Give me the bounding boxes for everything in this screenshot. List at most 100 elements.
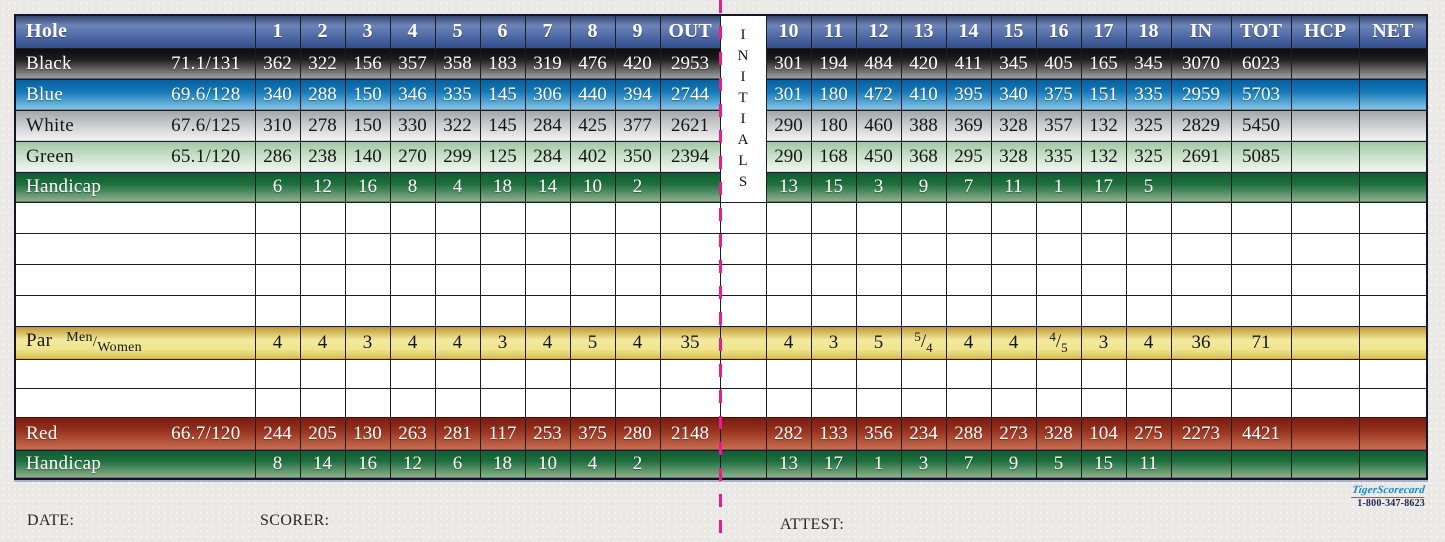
- attest-label: ATTEST:: [780, 516, 845, 533]
- blank-4-hole-9: [614, 294, 661, 327]
- handicap-mens-hole-7: 14: [524, 171, 571, 203]
- white-hole-13: 388: [900, 109, 947, 142]
- hole-header-9: 9: [614, 14, 661, 49]
- handicap-womens-hole-6: 18: [479, 449, 526, 480]
- blank-4-hole-5: [434, 294, 481, 327]
- row-par: Par Men/Women 4 4 3 4 4 3 4 5 4 35 4 3 5 5/4 4 4 4/5 3 4 36 71: [14, 325, 1428, 360]
- blank-4-hole-1: [254, 294, 301, 327]
- black-hole-6: 183: [479, 47, 526, 80]
- black-tot: 6023: [1230, 47, 1292, 80]
- green-hole-18: 325: [1125, 140, 1172, 173]
- black-hole-9: 420: [614, 47, 661, 80]
- blank-4-tot: [1230, 294, 1292, 327]
- par-hole-13: 5/4: [900, 325, 947, 360]
- blank-3-out: [659, 263, 721, 296]
- blue-net: [1358, 78, 1428, 111]
- black-hole-10: 301: [765, 47, 812, 80]
- blank-5-net: [1358, 358, 1428, 389]
- red-hole-16: 328: [1035, 416, 1082, 451]
- black-hole-5: 358: [434, 47, 481, 80]
- blank-6-hole-7: [524, 387, 571, 418]
- blue-hole-6: 145: [479, 78, 526, 111]
- blank-2-hole-3: [344, 232, 391, 265]
- handicap-mens-hole-13: 9: [900, 171, 947, 203]
- blue-out: 2744: [659, 78, 721, 111]
- blue-hole-12: 472: [855, 78, 902, 111]
- handicap-womens-hole-16: 5: [1035, 449, 1082, 480]
- blue-hole-13: 410: [900, 78, 947, 111]
- hole-header-label: Hole: [14, 14, 256, 49]
- blank-3-hole-14: [945, 263, 992, 296]
- blank-5-out: [659, 358, 721, 389]
- blank-4-in: [1170, 294, 1232, 327]
- blank-2-hole-7: [524, 232, 571, 265]
- black-hole-18: 345: [1125, 47, 1172, 80]
- blank-6-hole-11: [810, 387, 857, 418]
- blank-3-label: [14, 263, 256, 296]
- handicap-mens-in: [1170, 171, 1232, 203]
- hole-header-14: 14: [945, 14, 992, 49]
- handicap-womens-hole-12: 1: [855, 449, 902, 480]
- white-tot: 5450: [1230, 109, 1292, 142]
- par-hole-10: 4: [765, 325, 812, 360]
- red-hole-9: 280: [614, 416, 661, 451]
- blank-3-hole-8: [569, 263, 616, 296]
- blank-3-tot: [1230, 263, 1292, 296]
- blank-6-hole-10: [765, 387, 812, 418]
- blank-3-hole-1: [254, 263, 301, 296]
- handicap-womens-hole-18: 11: [1125, 449, 1172, 480]
- blank-3-hole-12: [855, 263, 902, 296]
- par-hole-18: 4: [1125, 325, 1172, 360]
- black-hole-7: 319: [524, 47, 571, 80]
- handicap-womens-out: [659, 449, 721, 480]
- blank-5-hole-14: [945, 358, 992, 389]
- par-hole-14: 4: [945, 325, 992, 360]
- blank-1-hole-6: [479, 201, 526, 234]
- blue-hcp: [1290, 78, 1360, 111]
- blank-5-hole-7: [524, 358, 571, 389]
- blank-5-hole-16: [1035, 358, 1082, 389]
- par-net: [1358, 325, 1428, 360]
- blank-1-out: [659, 201, 721, 234]
- par-hole-2: 4: [299, 325, 346, 360]
- handicap-womens-hole-4: 12: [389, 449, 436, 480]
- red-hole-5: 281: [434, 416, 481, 451]
- blank-3-hole-5: [434, 263, 481, 296]
- handicap-womens-in: [1170, 449, 1232, 480]
- red-hole-11: 133: [810, 416, 857, 451]
- black-hole-13: 420: [900, 47, 947, 80]
- blank-6-hole-8: [569, 387, 616, 418]
- blue-hole-9: 394: [614, 78, 661, 111]
- handicap-mens-hole-6: 18: [479, 171, 526, 203]
- par-initials-cell: [719, 325, 767, 360]
- green-tot: 5085: [1230, 140, 1292, 173]
- tot-header: TOT: [1230, 14, 1292, 49]
- white-hole-18: 325: [1125, 109, 1172, 142]
- blank-1-hole-5: [434, 201, 481, 234]
- blue-hole-4: 346: [389, 78, 436, 111]
- white-hole-7: 284: [524, 109, 571, 142]
- handicap-mens-hole-15: 11: [990, 171, 1037, 203]
- hole-header-18: 18: [1125, 14, 1172, 49]
- row-blank-1: [14, 201, 1428, 234]
- handicap-womens-hole-15: 9: [990, 449, 1037, 480]
- par-label: Par Men/Women: [14, 325, 256, 360]
- white-hole-11: 180: [810, 109, 857, 142]
- green-label: Green 65.1/120: [14, 140, 256, 173]
- green-hole-7: 284: [524, 140, 571, 173]
- row-blank-6: [14, 387, 1428, 418]
- handicap-mens-hole-12: 3: [855, 171, 902, 203]
- blank-6-hole-18: [1125, 387, 1172, 418]
- blue-in: 2959: [1170, 78, 1232, 111]
- blank-6-hole-2: [299, 387, 346, 418]
- blank-2-hole-16: [1035, 232, 1082, 265]
- white-hole-8: 425: [569, 109, 616, 142]
- handicap-mens-hole-11: 15: [810, 171, 857, 203]
- blank-1-hcp: [1290, 201, 1360, 234]
- blank-2-hole-13: [900, 232, 947, 265]
- black-hole-11: 194: [810, 47, 857, 80]
- blank-3-hole-2: [299, 263, 346, 296]
- blue-hole-7: 306: [524, 78, 571, 111]
- blank-6-hole-5: [434, 387, 481, 418]
